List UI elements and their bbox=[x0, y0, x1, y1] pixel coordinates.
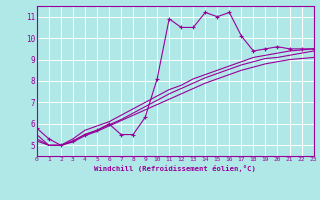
X-axis label: Windchill (Refroidissement éolien,°C): Windchill (Refroidissement éolien,°C) bbox=[94, 165, 256, 172]
